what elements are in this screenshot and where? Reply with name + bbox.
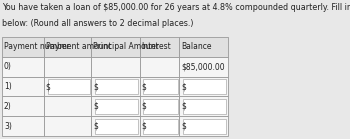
Bar <box>91 37 140 57</box>
Bar <box>2 96 44 116</box>
Bar <box>95 119 139 134</box>
Bar <box>140 37 179 57</box>
Bar <box>144 119 178 134</box>
Bar <box>44 77 91 96</box>
Text: $: $ <box>141 102 146 111</box>
Bar <box>140 116 179 136</box>
Text: 3): 3) <box>4 122 12 131</box>
Text: 2): 2) <box>4 102 12 111</box>
Bar <box>2 37 44 57</box>
Bar <box>2 77 44 96</box>
Bar <box>183 119 226 134</box>
Bar <box>179 96 228 116</box>
Text: Payment number: Payment number <box>4 42 70 51</box>
Text: $: $ <box>46 82 50 91</box>
Bar <box>44 96 91 116</box>
Bar <box>179 116 228 136</box>
Text: $: $ <box>181 122 186 131</box>
Text: You have taken a loan of $85,000.00 for 26 years at 4.8% compounded quarterly. F: You have taken a loan of $85,000.00 for … <box>2 3 350 13</box>
Bar <box>179 57 228 77</box>
Bar <box>91 57 140 77</box>
Bar <box>183 99 226 114</box>
Bar <box>140 77 179 96</box>
Text: $: $ <box>141 122 146 131</box>
Bar <box>2 116 44 136</box>
Text: $: $ <box>141 82 146 91</box>
Text: $: $ <box>93 82 98 91</box>
Text: $: $ <box>181 102 186 111</box>
Text: $: $ <box>181 82 186 91</box>
Text: $: $ <box>93 102 98 111</box>
Bar <box>95 99 139 114</box>
Bar <box>48 79 90 94</box>
Text: below: (Round all answers to 2 decimal places.): below: (Round all answers to 2 decimal p… <box>2 19 194 28</box>
Bar <box>179 37 228 57</box>
Bar <box>144 79 178 94</box>
Text: $85,000.00: $85,000.00 <box>181 62 224 71</box>
Text: Payment amount: Payment amount <box>46 42 111 51</box>
Text: Interest: Interest <box>141 42 171 51</box>
Bar <box>44 37 91 57</box>
Bar <box>44 116 91 136</box>
Bar <box>140 96 179 116</box>
Bar <box>183 79 226 94</box>
Bar <box>91 96 140 116</box>
Bar <box>91 77 140 96</box>
Bar <box>2 57 44 77</box>
Text: $: $ <box>93 122 98 131</box>
Text: 0): 0) <box>4 62 12 71</box>
Bar <box>91 116 140 136</box>
Text: 1): 1) <box>4 82 12 91</box>
Bar <box>44 57 91 77</box>
Bar <box>140 57 179 77</box>
Bar <box>144 99 178 114</box>
Bar <box>179 77 228 96</box>
Text: Principal Amount: Principal Amount <box>93 42 159 51</box>
Bar <box>95 79 139 94</box>
Text: Balance: Balance <box>181 42 211 51</box>
